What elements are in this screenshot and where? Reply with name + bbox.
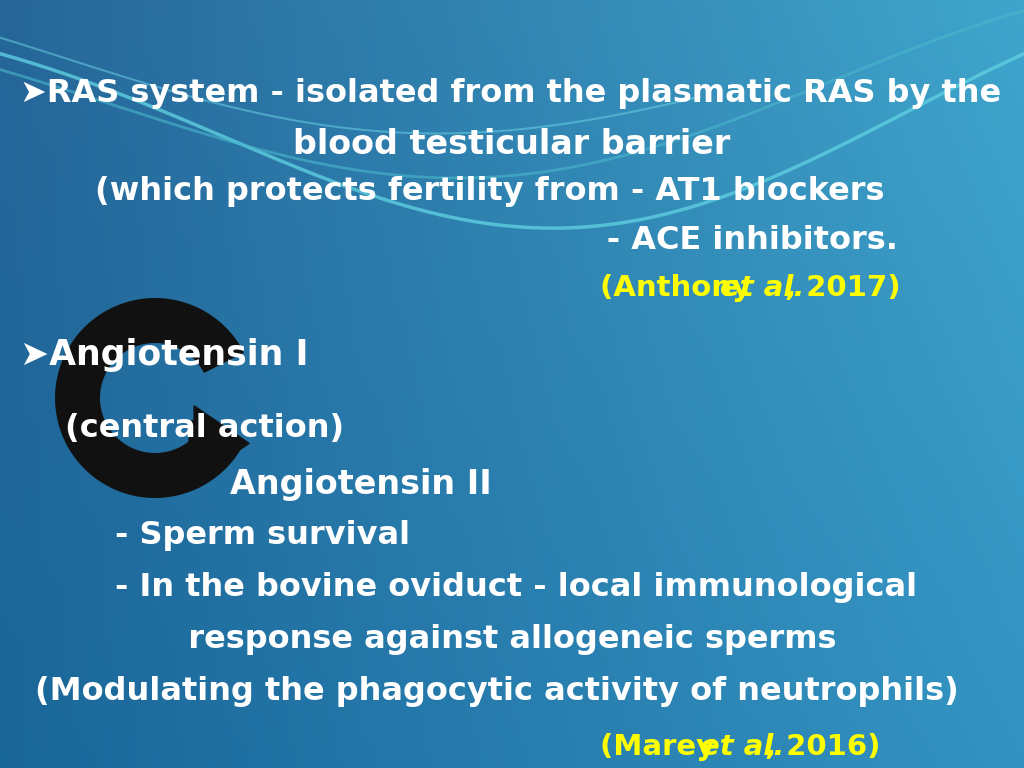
Text: et al.: et al.: [720, 274, 805, 302]
Text: (Modulating the phagocytic activity of neutrophils): (Modulating the phagocytic activity of n…: [35, 676, 958, 707]
Text: ➤RAS system - isolated from the plasmatic RAS by the: ➤RAS system - isolated from the plasmati…: [20, 78, 1001, 109]
Text: - Sperm survival: - Sperm survival: [115, 520, 411, 551]
Text: (Anthony: (Anthony: [600, 274, 761, 302]
Text: blood testicular barrier: blood testicular barrier: [293, 128, 731, 161]
FancyArrow shape: [189, 406, 249, 481]
Text: et al.: et al.: [700, 733, 784, 761]
Text: - In the bovine oviduct - local immunological: - In the bovine oviduct - local immunolo…: [115, 572, 918, 603]
Text: Angiotensin II: Angiotensin II: [230, 468, 492, 501]
Text: - ACE inhibitors.: - ACE inhibitors.: [95, 225, 898, 256]
Text: , 2017): , 2017): [785, 274, 901, 302]
Text: (which protects fertility from - AT1 blockers: (which protects fertility from - AT1 blo…: [95, 176, 885, 207]
Text: response against allogeneic sperms: response against allogeneic sperms: [155, 624, 837, 655]
Text: , 2016): , 2016): [765, 733, 881, 761]
Text: (Marey: (Marey: [600, 733, 725, 761]
Text: (central action): (central action): [65, 413, 344, 444]
Text: ➤Angiotensin I: ➤Angiotensin I: [20, 338, 308, 372]
PathPatch shape: [55, 298, 244, 498]
